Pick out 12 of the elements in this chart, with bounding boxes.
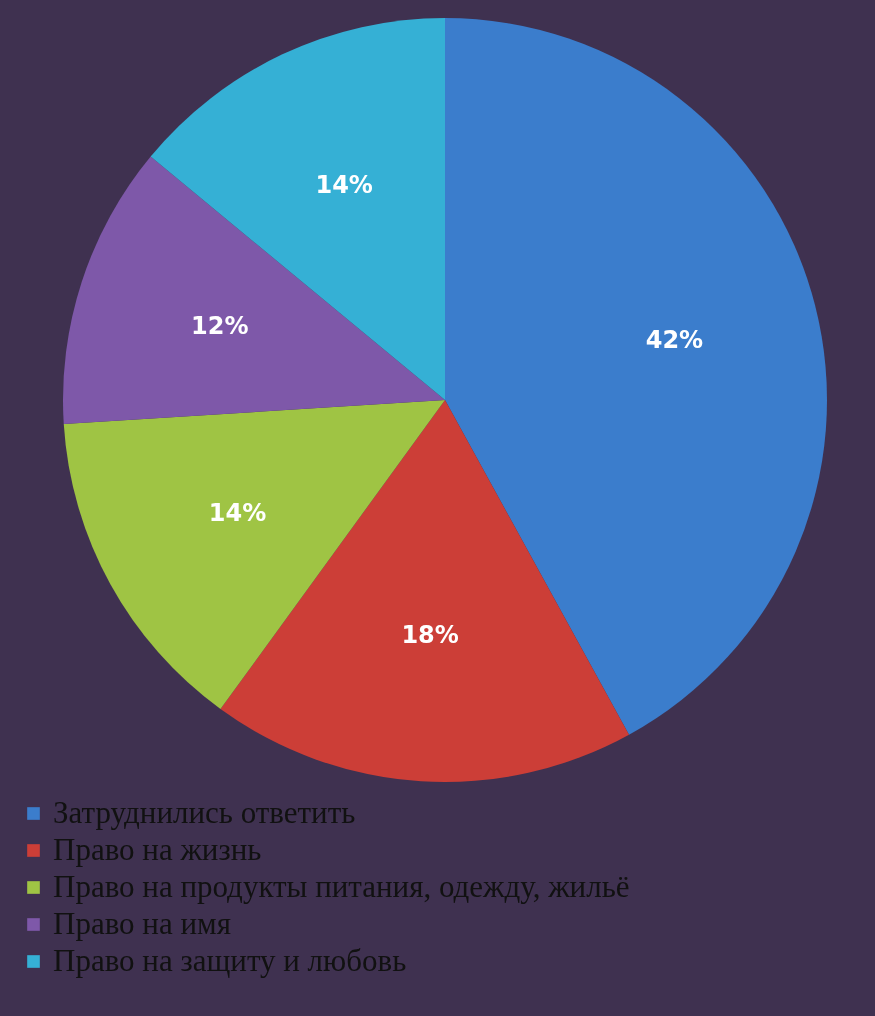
legend-label: Затруднились ответить [53,794,356,830]
legend-label: Право на защиту и любовь [53,942,407,978]
pie-slice [150,18,445,400]
legend-label: Право на имя [53,905,231,941]
data-label: 14% [208,499,267,528]
legend-label: Право на продукты питания, одежду, жильё [53,868,630,904]
data-label: 14% [315,170,373,199]
pie-slice [63,156,445,424]
legend-label: Право на жизнь [53,831,262,867]
data-label: 42% [645,326,704,355]
data-label: 18% [401,621,459,650]
data-label: 12% [191,311,249,340]
